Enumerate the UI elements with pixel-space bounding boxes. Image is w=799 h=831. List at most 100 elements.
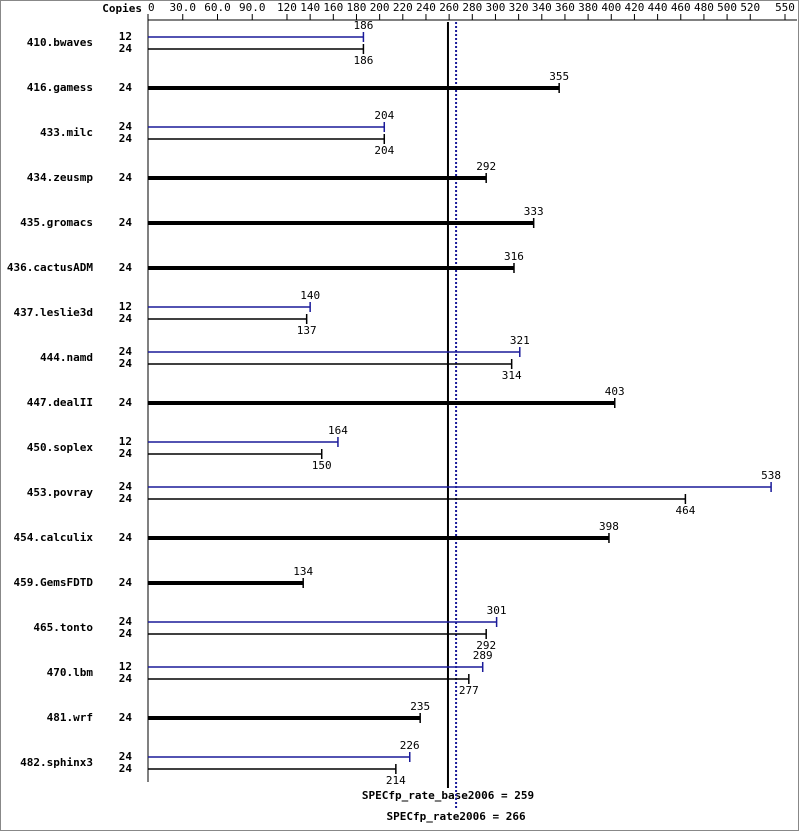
- benchmark-label: 410.bwaves: [27, 36, 93, 49]
- x-tick-label: 500: [717, 1, 737, 14]
- benchmark-label: 434.zeusmp: [27, 171, 94, 184]
- benchmark-label: 435.gromacs: [20, 216, 93, 229]
- value-label: 150: [312, 459, 332, 472]
- value-label: 140: [300, 289, 320, 302]
- value-label: 235: [410, 700, 430, 713]
- x-tick-label: 360: [555, 1, 575, 14]
- x-tick-label: 420: [624, 1, 644, 14]
- x-tick-label: 180: [347, 1, 367, 14]
- copies-label: 24: [119, 132, 133, 145]
- copies-label: 24: [119, 216, 133, 229]
- x-tick-label: 550: [775, 1, 795, 14]
- benchmark-label: 450.soplex: [27, 441, 94, 454]
- value-label: 314: [502, 369, 522, 382]
- copies-label: 24: [119, 171, 133, 184]
- copies-label: 24: [119, 357, 133, 370]
- x-tick-label: 0: [148, 1, 155, 14]
- benchmark-label: 453.povray: [27, 486, 94, 499]
- value-label: 277: [459, 684, 479, 697]
- x-tick-label: 520: [740, 1, 760, 14]
- value-label: 137: [297, 324, 317, 337]
- copies-label: 12: [119, 300, 132, 313]
- value-label: 134: [293, 565, 313, 578]
- x-tick-label: 400: [601, 1, 621, 14]
- copies-label: 24: [119, 750, 133, 763]
- x-tick-label: 280: [462, 1, 482, 14]
- x-tick-label: 240: [416, 1, 436, 14]
- copies-label: 24: [119, 492, 133, 505]
- copies-label: 24: [119, 81, 133, 94]
- x-tick-label: 160: [323, 1, 343, 14]
- copies-label: 24: [119, 711, 133, 724]
- copies-label: 24: [119, 627, 133, 640]
- copies-label: 24: [119, 42, 133, 55]
- value-label: 164: [328, 424, 348, 437]
- value-label: 398: [599, 520, 619, 533]
- value-label: 355: [549, 70, 569, 83]
- reference-label: SPECfp_rate_base2006 = 259: [362, 789, 534, 802]
- value-label: 321: [510, 334, 530, 347]
- value-label: 204: [374, 109, 394, 122]
- benchmark-label: 436.cactusADM: [7, 261, 93, 274]
- x-tick-label: 260: [439, 1, 459, 14]
- copies-label: 24: [119, 345, 133, 358]
- copies-label: 24: [119, 396, 133, 409]
- copies-label: 12: [119, 30, 132, 43]
- x-tick-label: 140: [300, 1, 320, 14]
- copies-label: 12: [119, 435, 132, 448]
- benchmark-label: 433.milc: [40, 126, 93, 139]
- x-tick-label: 460: [671, 1, 691, 14]
- copies-label: 24: [119, 480, 133, 493]
- x-tick-label: 320: [509, 1, 529, 14]
- benchmark-label: 447.dealII: [27, 396, 93, 409]
- value-label: 289: [473, 649, 493, 662]
- benchmark-label: 481.wrf: [47, 711, 93, 724]
- benchmark-label: 482.sphinx3: [20, 756, 93, 769]
- copies-header: Copies: [102, 2, 142, 15]
- copies-label: 24: [119, 312, 133, 325]
- copies-label: 24: [119, 261, 133, 274]
- x-tick-label: 300: [486, 1, 506, 14]
- value-label: 214: [386, 774, 406, 787]
- value-label: 204: [374, 144, 394, 157]
- copies-label: 24: [119, 672, 133, 685]
- x-tick-label: 480: [694, 1, 714, 14]
- x-tick-label: 30.0: [169, 1, 196, 14]
- benchmark-label: 437.leslie3d: [14, 306, 93, 319]
- value-label: 301: [487, 604, 507, 617]
- copies-label: 24: [119, 576, 133, 589]
- x-tick-label: 90.0: [239, 1, 266, 14]
- copies-label: 24: [119, 531, 133, 544]
- value-label: 333: [524, 205, 544, 218]
- benchmark-label: 470.lbm: [47, 666, 94, 679]
- copies-label: 24: [119, 615, 133, 628]
- benchmark-label: 416.gamess: [27, 81, 93, 94]
- copies-label: 24: [119, 447, 133, 460]
- benchmark-label: 454.calculix: [14, 531, 94, 544]
- value-label: 403: [605, 385, 625, 398]
- reference-label: SPECfp_rate2006 = 266: [387, 810, 526, 823]
- value-label: 464: [675, 504, 695, 517]
- value-label: 316: [504, 250, 524, 263]
- value-label: 292: [476, 160, 496, 173]
- x-tick-label: 440: [648, 1, 668, 14]
- copies-label: 24: [119, 762, 133, 775]
- x-tick-label: 120: [277, 1, 297, 14]
- value-label: 186: [353, 19, 373, 32]
- x-tick-label: 220: [393, 1, 413, 14]
- value-label: 538: [761, 469, 781, 482]
- value-label: 292: [476, 639, 496, 652]
- copies-label: 12: [119, 660, 132, 673]
- x-tick-label: 60.0: [204, 1, 231, 14]
- value-label: 186: [353, 54, 373, 67]
- benchmark-label: 459.GemsFDTD: [14, 576, 94, 589]
- copies-label: 24: [119, 120, 133, 133]
- x-tick-label: 200: [370, 1, 390, 14]
- value-label: 226: [400, 739, 420, 752]
- x-tick-label: 380: [578, 1, 598, 14]
- benchmark-label: 444.namd: [40, 351, 93, 364]
- x-tick-label: 340: [532, 1, 552, 14]
- benchmark-label: 465.tonto: [33, 621, 93, 634]
